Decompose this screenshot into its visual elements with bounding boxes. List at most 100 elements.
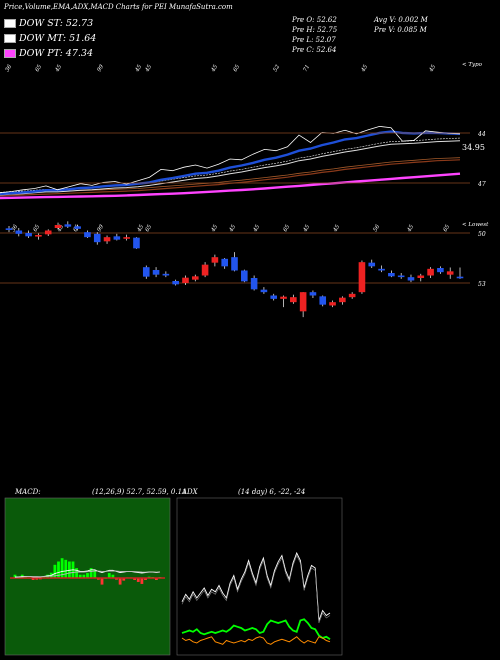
macd-signal-line [14, 570, 161, 578]
candle-body [93, 233, 101, 243]
macd-label: MACD: [14, 488, 41, 496]
macd-histogram-bar [31, 578, 35, 580]
ema-x-tick: 99 [97, 64, 106, 73]
candle-body [162, 273, 170, 276]
candle-x-tick: 56 [373, 224, 382, 233]
ema-x-tick: 45 [360, 64, 369, 74]
candle-body [456, 276, 464, 279]
ema-mid-line-2 [0, 137, 461, 193]
candle-body [142, 267, 150, 277]
candle-body [250, 278, 258, 290]
legend-label-st: DOW ST: 52.73 [19, 18, 94, 29]
macd-histogram-bar [35, 578, 39, 580]
candle-x-tick: 65 [145, 224, 154, 233]
candle-body [25, 233, 32, 237]
candle-body [133, 237, 140, 249]
candle-body [260, 289, 268, 293]
macd-histogram-bar [67, 561, 71, 578]
candle-body [123, 237, 130, 239]
candle-body [299, 292, 307, 312]
macd-histogram-bar [24, 576, 28, 578]
candle-body [329, 302, 336, 306]
candle-y-tick: 47 [477, 181, 486, 188]
ema-x-tick: 71 [303, 64, 312, 73]
candle-body [113, 236, 121, 240]
macd-histogram-bar [13, 574, 17, 578]
candle-body [191, 276, 199, 280]
adx-line-shadow [181, 554, 331, 624]
candle-body [290, 297, 297, 303]
stat-pre-volume: Pre V: 0.085 M [374, 26, 427, 34]
candle-body [54, 225, 62, 228]
legend-swatch-mt [4, 34, 16, 43]
ema-x-tick: 36 [5, 64, 14, 73]
candle-body [388, 273, 395, 277]
legend-label-mt: DOW MT: 51.64 [19, 33, 97, 44]
candle-x-tick: 45 [406, 224, 415, 234]
candle-x-tick: 45 [210, 224, 219, 234]
ema-x-tick: 65 [233, 64, 242, 73]
adx-line [181, 551, 331, 621]
candle-body [241, 270, 248, 282]
macd-histogram-bar [93, 569, 97, 578]
adx-minus-di-line [181, 636, 331, 645]
candle-body [182, 277, 189, 283]
candle-x-tick: 45 [332, 224, 341, 234]
candle-x-tick: 65 [443, 224, 452, 233]
candle-x-tick: 65 [283, 224, 292, 233]
candle-x-tick: 99 [97, 224, 106, 233]
stat-avg-volume: Avg V: 0.002 M [374, 16, 428, 24]
candle-body [417, 275, 425, 278]
macd-histogram-bar [75, 568, 79, 578]
candle-body [64, 224, 72, 227]
macd-histogram-bar [107, 573, 111, 578]
candle-body [231, 257, 238, 271]
macd-histogram-bar [86, 573, 89, 578]
candle-body [103, 237, 111, 242]
ema-axis-label: < Typo [462, 62, 483, 68]
macd-params: (12,26,9) 52.7, 52.59, 0.11 [92, 488, 187, 496]
candle-body [221, 258, 228, 267]
price-close-line [0, 125, 461, 194]
candle-body [358, 262, 366, 293]
ema-x-tick: 45 [144, 64, 153, 74]
ema-last-value: 34.95 [462, 143, 485, 152]
candle-body [427, 268, 434, 276]
stat-pre-high: Pre H: 52.75 [292, 26, 338, 34]
candle-body [397, 275, 405, 278]
candle-y-tick: 50 [478, 231, 486, 238]
candle-body [201, 264, 209, 276]
candle-body [74, 226, 81, 229]
macd-histogram-bar [60, 558, 64, 578]
stat-pre-low: Pre L: 52.07 [292, 36, 336, 44]
ema-x-tick: 45 [210, 64, 219, 74]
macd-histogram-bar [144, 578, 147, 580]
candle-body [35, 235, 42, 237]
macd-histogram-bar [64, 559, 68, 578]
candle-body [44, 230, 52, 235]
candle-x-tick: 45 [252, 224, 261, 234]
macd-histogram-bar [115, 578, 118, 580]
candle-body [348, 293, 356, 298]
legend-swatch-pt [4, 49, 16, 58]
legend-dow-pt: DOW PT: 47.34 [4, 48, 93, 59]
candle-body [309, 292, 317, 296]
macd-histogram-bar [82, 574, 86, 578]
legend-dow-mt: DOW MT: 51.64 [4, 33, 96, 44]
macd-histogram-bar [57, 561, 60, 578]
ema-long-line [0, 172, 461, 200]
ema-x-tick: 45 [134, 64, 143, 74]
candle-y-tick: 44 [477, 131, 486, 138]
macd-histogram-bar [100, 578, 104, 585]
macd-histogram-bar [53, 564, 57, 578]
legend-swatch-st [4, 19, 16, 28]
candle-body [15, 230, 23, 234]
candle-body [211, 257, 219, 263]
candle-axis-label: < Lowest [462, 222, 489, 228]
ema-x-tick: 65 [35, 64, 44, 73]
stat-pre-open: Pre O: 52.62 [292, 16, 337, 24]
candle-body [407, 277, 415, 281]
candle-body [378, 268, 385, 271]
macd-histogram-bar [154, 578, 158, 580]
